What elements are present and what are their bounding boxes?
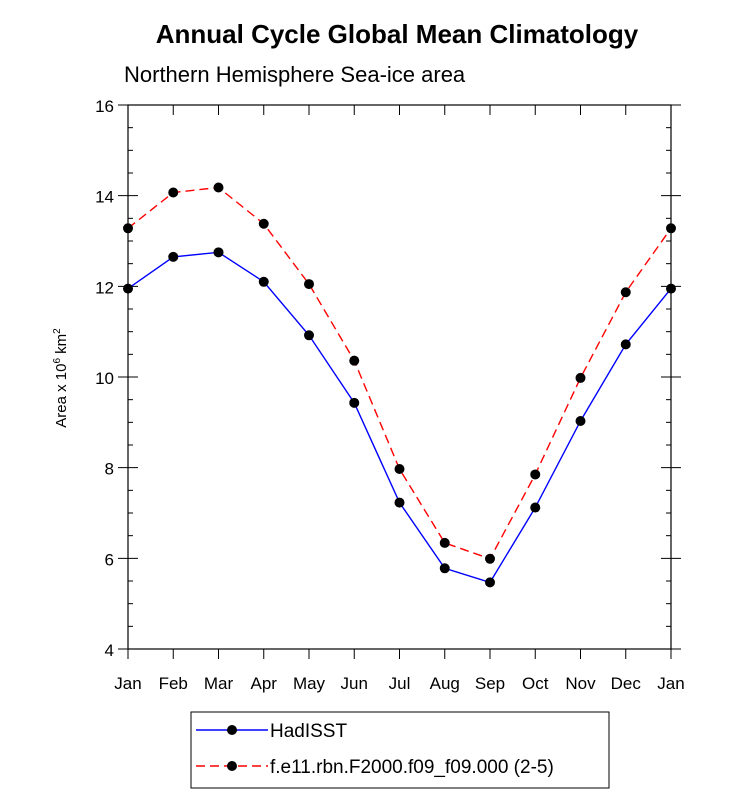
x-tick-label: Nov (565, 674, 596, 693)
data-point-model (123, 223, 133, 234)
x-tick-label: Apr (251, 674, 278, 693)
data-point-hadisst (575, 415, 586, 426)
x-tick-label: Mar (204, 674, 234, 693)
data-point-hadisst (168, 251, 179, 262)
legend-box (190, 711, 610, 789)
data-point-model (485, 553, 495, 564)
data-point-hadisst (213, 247, 224, 258)
y-tick-label: 8 (105, 460, 114, 479)
x-tick-label: Dec (611, 674, 642, 693)
x-tick-label: Sep (475, 674, 505, 693)
chart-title: Annual Cycle Global Mean Climatology (156, 19, 639, 49)
legend-label-model: f.e11.rbn.F2000.f09_f09.000 (2-5) (270, 757, 554, 778)
x-tick-label: Aug (430, 674, 460, 693)
data-point-model (439, 537, 450, 548)
data-point-hadisst (530, 502, 541, 513)
data-point-model (620, 287, 631, 298)
y-tick-label: 14 (95, 188, 114, 207)
data-point-hadisst (666, 283, 676, 294)
y-axis-label-unit-exponent: 2 (52, 328, 63, 334)
data-point-model (258, 218, 269, 229)
data-point-model (666, 223, 676, 234)
data-point-model (394, 464, 405, 475)
x-tick-label: May (293, 674, 326, 693)
data-point-hadisst (485, 577, 495, 588)
y-tick-label: 4 (105, 641, 114, 660)
data-point-hadisst (304, 330, 314, 341)
y-tick-label: 10 (95, 369, 114, 388)
data-point-model (213, 182, 224, 193)
y-tick-label: 12 (95, 278, 114, 297)
y-axis-label-text: Area x 10 (53, 364, 70, 428)
legend-marker-model (227, 761, 237, 771)
chart-subtitle: Northern Hemisphere Sea-ice area (124, 62, 466, 87)
y-axis-label-unit: km (53, 334, 70, 358)
x-tick-label: Jan (114, 674, 141, 693)
x-tick-label: Oct (522, 674, 549, 693)
data-point-hadisst (123, 283, 133, 294)
x-tick-label: Jun (341, 674, 368, 693)
data-point-hadisst (349, 397, 360, 408)
legend: HadISST f.e11.rbn.F2000.f09_f09.000 (2-5… (190, 711, 610, 789)
y-tick-label: 16 (95, 97, 114, 116)
data-point-hadisst (439, 563, 450, 574)
data-point-hadisst (394, 497, 405, 508)
plot-area: 4 6 8 10 12 14 16 Jan Feb Mar Apr May Jun Jul Aug Sep Oc… (95, 97, 685, 693)
y-axis-label-exponent: 6 (52, 358, 63, 364)
data-point-model (304, 279, 314, 290)
data-point-model (575, 372, 586, 383)
legend-marker-hadisst (227, 725, 237, 735)
x-tick-label: Jul (389, 674, 411, 693)
data-point-model (530, 469, 541, 480)
series-line-hadisst (127, 251, 672, 584)
x-tick-label: Jan (657, 674, 684, 693)
legend-label-hadisst: HadISST (270, 721, 347, 742)
x-tick-label: Feb (159, 674, 188, 693)
data-point-hadisst (258, 276, 269, 287)
y-axis-label: Area x 106 km2 (52, 328, 70, 428)
svg-text:Area x 106 km2: Area x 106 km2 (52, 328, 70, 428)
plot-frame (127, 104, 672, 650)
y-tick-label: 6 (105, 550, 114, 569)
data-point-hadisst (620, 339, 631, 350)
data-point-model (168, 187, 179, 198)
data-point-model (349, 355, 360, 366)
